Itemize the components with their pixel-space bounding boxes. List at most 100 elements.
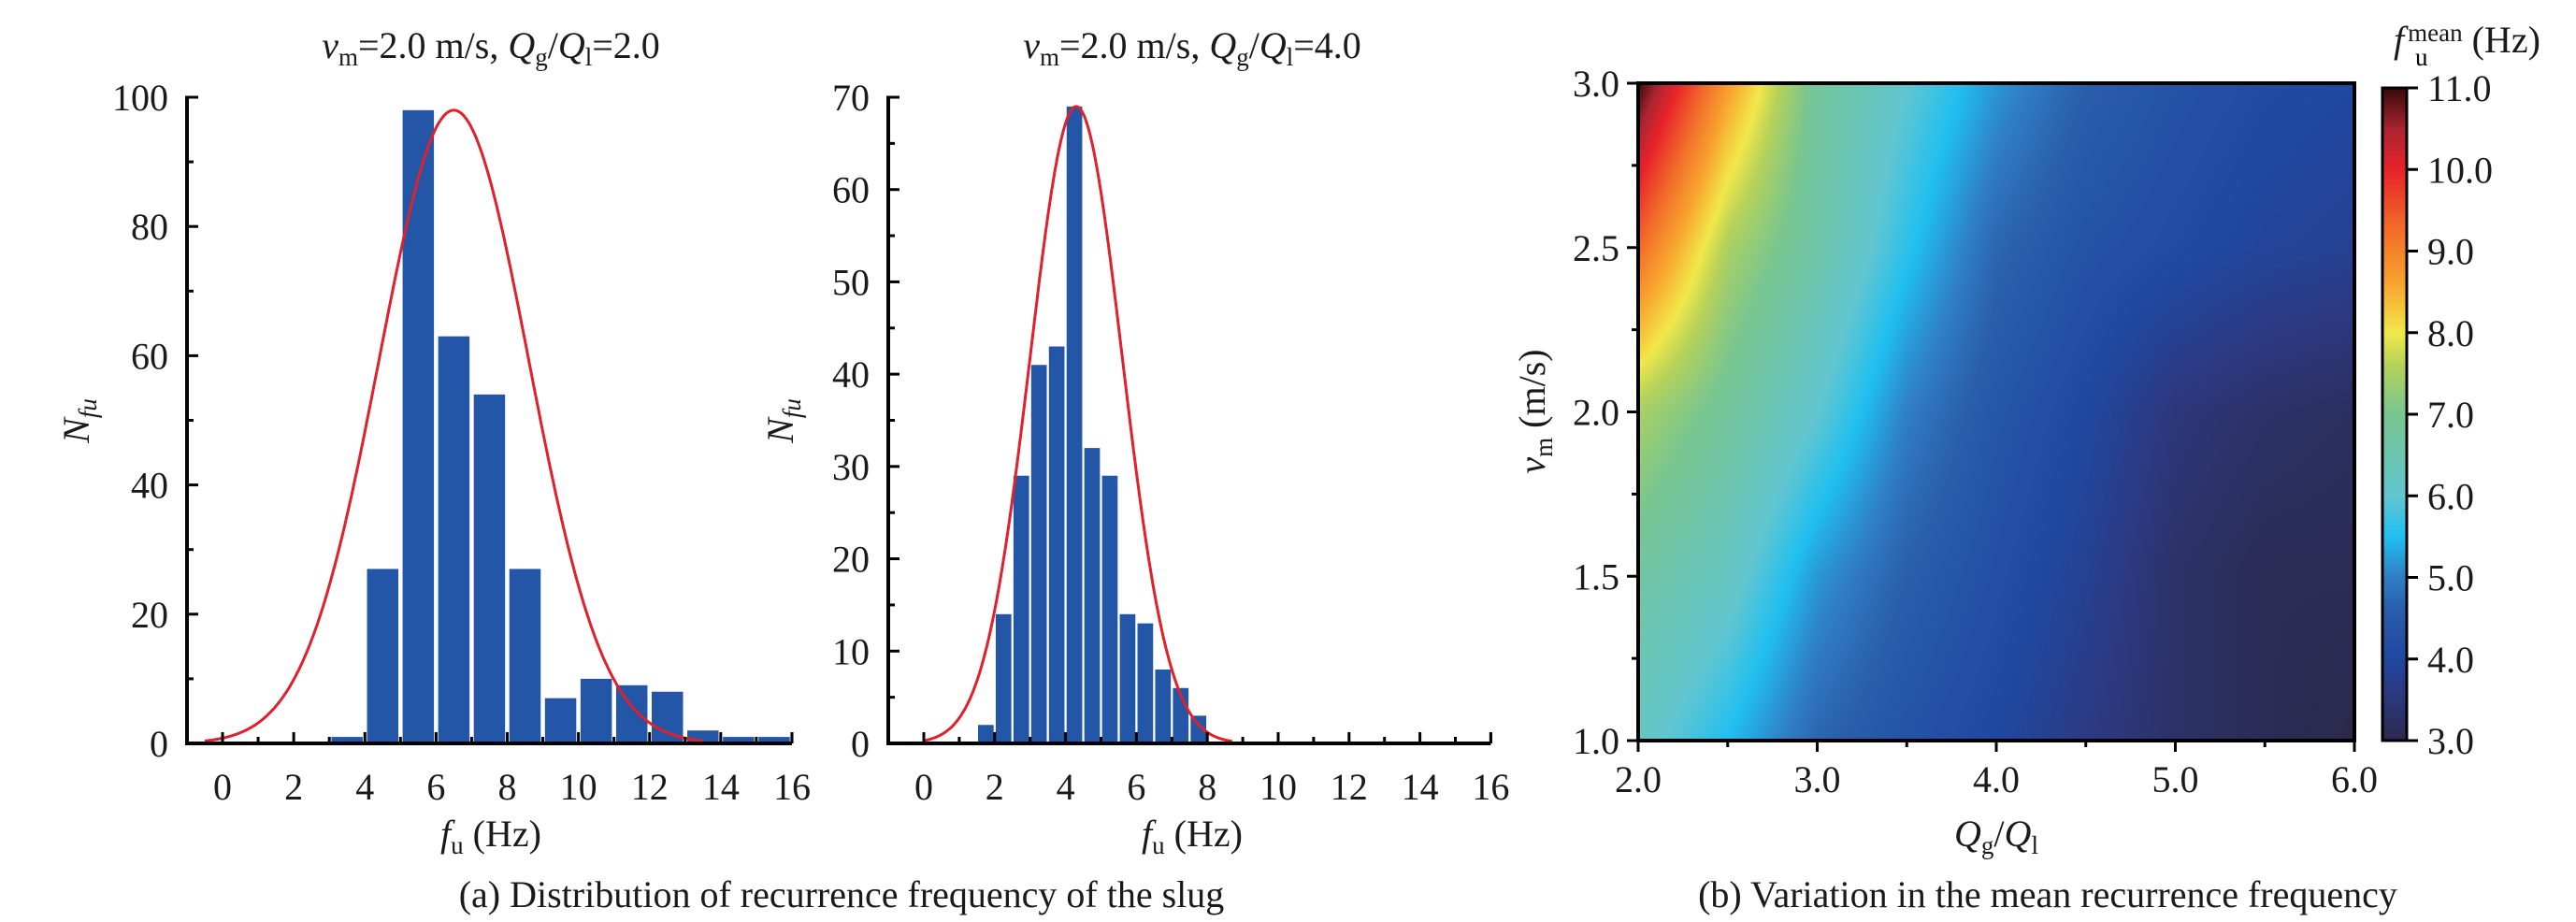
x-tick-label: 8 (497, 766, 516, 808)
colorbar-label-subscript: u (2415, 43, 2428, 71)
heatmap-chart: 2.0 3.0 4.0 5.0 6.0 1.0 1.5 2.0 2.5 3.0 Qg/Ql vm … (1511, 19, 2540, 859)
y-tick-label: 3.0 (1573, 63, 1619, 105)
colorbar-tick-label: 8.0 (2427, 312, 2474, 354)
bar-group (977, 106, 1207, 743)
y-tick-label: 0 (150, 723, 168, 765)
y-tick-label: 2.5 (1573, 227, 1619, 269)
colorbar-tick-label: 3.0 (2427, 720, 2474, 762)
histogram-bar (652, 691, 684, 743)
colorbar-tick-label: 11.0 (2427, 67, 2492, 109)
x-tick-label: 6 (1127, 766, 1145, 808)
y-tick-label: 70 (832, 77, 870, 119)
colorbar-tick-label: 9.0 (2427, 231, 2474, 273)
histogram-bar (1066, 106, 1083, 743)
x-tick-label: 2 (284, 766, 303, 808)
axes: 0 2 4 6 8 10 12 14 16 0 10 20 30 40 50 60 70 (832, 77, 1509, 808)
colorbar-tick-label: 6.0 (2427, 475, 2474, 517)
x-tick-label: 0 (914, 766, 933, 808)
x-tick-label: 14 (1402, 766, 1439, 808)
colorbar-tick-label: 10.0 (2427, 149, 2493, 191)
y-tick-label: 60 (832, 169, 870, 211)
x-tick-label: 6 (426, 766, 445, 808)
y-tick-label: 1.5 (1573, 555, 1619, 598)
gaussian-fit-curve (923, 105, 1232, 743)
x-tick-label: 16 (1472, 766, 1509, 808)
histogram-bar (1048, 346, 1065, 743)
histogram-bar (473, 394, 506, 743)
histogram-bar (1101, 475, 1118, 743)
y-tick-label: 80 (131, 206, 168, 248)
x-tick-label: 14 (702, 766, 740, 808)
axes: 2.0 3.0 4.0 5.0 6.0 1.0 1.5 2.0 2.5 3.0 (1573, 63, 2378, 800)
x-tick-label: 12 (1331, 766, 1368, 808)
x-axis-label: Qg/Ql (1954, 813, 2038, 859)
x-tick-label: 10 (560, 766, 597, 808)
x-tick-label: 2.0 (1615, 758, 1662, 800)
y-tick-label: 40 (832, 353, 870, 396)
histogram-bar (1155, 670, 1172, 743)
colorbar-axis: 3.0 4.0 5.0 6.0 7.0 8.0 9.0 10.0 11.0 (2381, 67, 2493, 762)
y-tick-label: 0 (851, 723, 870, 765)
histogram-bar (580, 678, 612, 743)
y-tick-label: 20 (832, 539, 870, 581)
histogram-bar (977, 725, 994, 743)
caption-b: (b) Variation in the mean recurrence fre… (1698, 873, 2397, 915)
histogram-middle: vm=2.0 m/s, Qg/Ql=4.0 0 2 4 6 8 10 12 14 16 0 10 20… (759, 24, 1509, 859)
histogram-bar (758, 737, 790, 743)
histogram-bar (331, 737, 363, 743)
histogram-bar (402, 109, 435, 743)
bar-group (331, 109, 790, 743)
colorbar-tick-label: 7.0 (2427, 394, 2474, 436)
x-tick-label: 12 (631, 766, 669, 808)
y-tick-label: 50 (832, 261, 870, 303)
histogram-bar (995, 613, 1012, 743)
caption-a: (a) Distribution of recurrence frequency… (459, 873, 1225, 915)
y-axis-label: Nfu (55, 398, 102, 444)
histogram-bar (1190, 715, 1207, 743)
y-tick-label: 20 (131, 594, 168, 636)
y-tick-label: 10 (832, 630, 870, 672)
x-tick-label: 5.0 (2152, 758, 2199, 800)
x-tick-label: 4.0 (1973, 758, 2020, 800)
y-tick-label: 60 (131, 335, 168, 377)
y-tick-label: 2.0 (1573, 392, 1619, 434)
x-tick-label: 6.0 (2331, 758, 2378, 800)
gaussian-fit-curve (204, 108, 703, 742)
histogram-bar (509, 569, 541, 743)
histogram-bar (438, 336, 470, 743)
x-tick-label: 8 (1198, 766, 1216, 808)
histogram-bar (723, 737, 755, 743)
chart-middle-title: vm=2.0 m/s, Qg/Ql=4.0 (1023, 24, 1361, 71)
histogram-bar (687, 730, 719, 743)
x-tick-label: 4 (1057, 766, 1075, 808)
y-axis-label: Nfu (759, 398, 806, 444)
x-tick-label: 3.0 (1794, 758, 1841, 800)
y-tick-label: 30 (832, 446, 870, 488)
histogram-bar (1030, 365, 1047, 743)
y-tick-label: 40 (131, 465, 168, 507)
chart-left-title: vm=2.0 m/s, Qg/Ql=2.0 (322, 24, 660, 71)
histogram-bar (367, 569, 399, 743)
y-axis-label: vm (m/s) (1511, 349, 1558, 473)
x-tick-label: 10 (1259, 766, 1297, 808)
y-tick-label: 100 (112, 77, 168, 119)
axes: 0 2 4 6 8 10 12 14 16 0 20 40 60 80 100 (112, 77, 811, 808)
x-axis-label: fu (Hz) (440, 813, 541, 859)
y-tick-label: 1.0 (1573, 720, 1619, 762)
colorbar-tick-label: 4.0 (2427, 639, 2474, 681)
x-axis-label: fu (Hz) (1142, 813, 1243, 859)
histogram-bar (1084, 448, 1101, 743)
histogram-bar (1013, 475, 1029, 743)
colorbar (2382, 88, 2407, 741)
x-tick-label: 16 (773, 766, 811, 808)
histogram-bar (1119, 613, 1136, 743)
colorbar-tick-label: 5.0 (2427, 557, 2474, 599)
x-tick-label: 0 (213, 766, 232, 808)
histogram-left: vm=2.0 m/s, Qg/Ql=2.0 0 2 4 6 8 10 12 14 16 0 20 40… (55, 24, 811, 859)
x-tick-label: 4 (355, 766, 374, 808)
heatmap-field (1638, 83, 2354, 741)
x-tick-label: 2 (986, 766, 1004, 808)
histogram-bar (1137, 623, 1154, 743)
histogram-bar (615, 684, 648, 743)
